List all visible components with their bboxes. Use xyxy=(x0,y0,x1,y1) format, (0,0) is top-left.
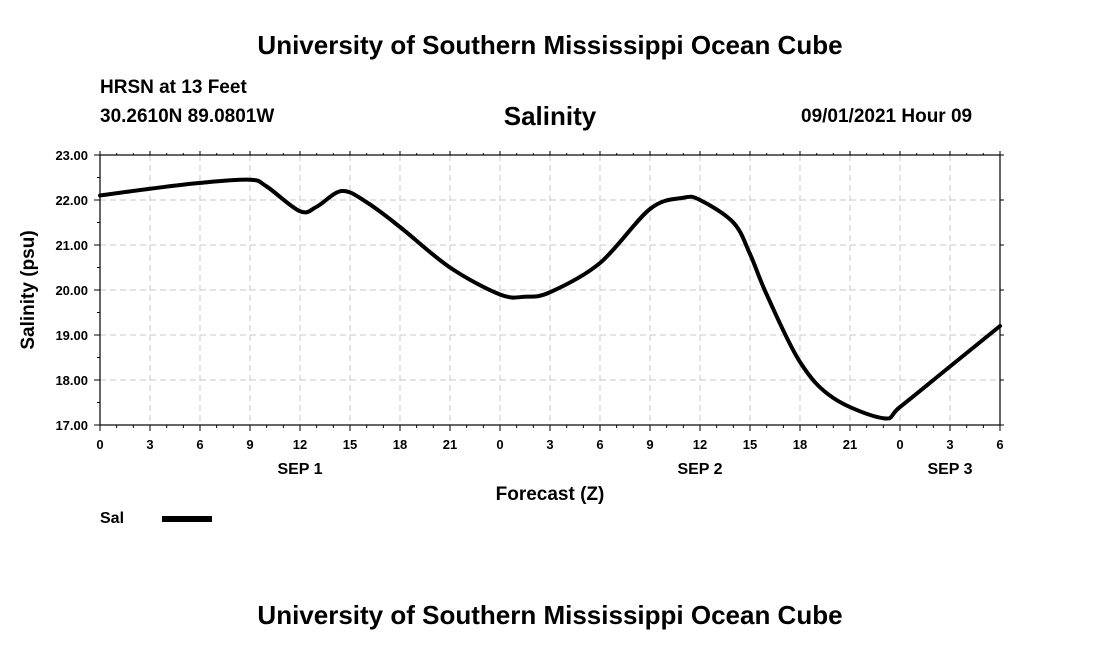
x-tick-label: 0 xyxy=(896,437,903,452)
x-tick-label: 9 xyxy=(246,437,253,452)
y-tick-label: 23.00 xyxy=(55,148,88,163)
x-tick-label: 0 xyxy=(496,437,503,452)
footer-title: University of Southern Mississippi Ocean… xyxy=(257,600,843,630)
x-tick-label: 6 xyxy=(196,437,203,452)
y-axis-label: Salinity (psu) xyxy=(18,230,39,349)
x-tick-label: 15 xyxy=(343,437,357,452)
y-tick-label: 22.00 xyxy=(55,193,88,208)
x-tick-label: 3 xyxy=(546,437,553,452)
chart-subtitle: Salinity xyxy=(503,101,597,131)
x-tick-label: 9 xyxy=(646,437,653,452)
x-tick-label: 6 xyxy=(596,437,603,452)
x-tick-label: 21 xyxy=(843,437,857,452)
y-tick-label: 18.00 xyxy=(55,373,88,388)
y-tick-label: 19.00 xyxy=(55,328,88,343)
x-tick-label: 18 xyxy=(393,437,407,452)
day-label: SEP 3 xyxy=(927,461,972,478)
legend-line-swatch xyxy=(162,516,212,522)
x-tick-label: 0 xyxy=(96,437,103,452)
y-tick-label: 21.00 xyxy=(55,238,88,253)
series-line-sal xyxy=(98,177,1002,421)
x-axis-label: Forecast (Z) xyxy=(496,484,605,505)
x-tick-label: 18 xyxy=(793,437,807,452)
day-label: SEP 1 xyxy=(277,461,322,478)
page-title: University of Southern Mississippi Ocean… xyxy=(257,30,843,60)
y-tick-label: 17.00 xyxy=(55,418,88,433)
legend-label: Sal xyxy=(100,510,125,527)
day-label: SEP 2 xyxy=(677,461,722,478)
x-tick-label: 15 xyxy=(743,437,757,452)
x-tick-label: 6 xyxy=(996,437,1003,452)
y-tick-label: 20.00 xyxy=(55,283,88,298)
x-tick-label: 3 xyxy=(146,437,153,452)
x-tick-label: 3 xyxy=(946,437,953,452)
coordinates-label: 30.2610N 89.0801W xyxy=(100,106,275,127)
x-tick-label: 12 xyxy=(293,437,307,452)
station-label: HRSN at 13 Feet xyxy=(100,77,247,98)
x-tick-label: 12 xyxy=(693,437,707,452)
x-tick-label: 21 xyxy=(443,437,457,452)
forecast-datetime: 09/01/2021 Hour 09 xyxy=(801,106,973,127)
